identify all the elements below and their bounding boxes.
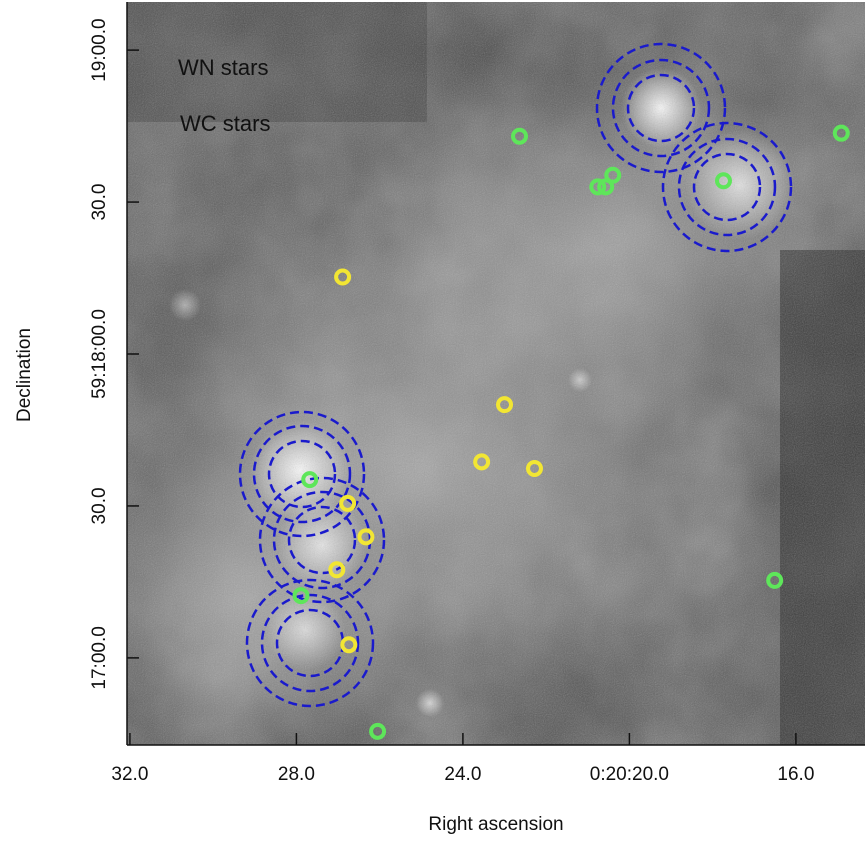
star-marker — [766, 571, 784, 589]
star-marker — [511, 127, 529, 145]
y-tick-label: 17:00.0 — [89, 626, 110, 689]
x-tick-label: 24.0 — [444, 764, 481, 785]
star-marker — [597, 178, 615, 196]
x-tick-label: 16.0 — [777, 764, 814, 785]
y-tick-label: 19:00.0 — [89, 18, 110, 81]
star-marker — [301, 471, 319, 489]
y-tick-label: 59:18:00.0 — [89, 309, 110, 399]
markers — [292, 124, 850, 740]
star-marker — [526, 459, 544, 477]
legend-entry: WN stars — [178, 55, 268, 80]
x-tick-label: 32.0 — [111, 764, 148, 785]
apertures — [238, 42, 793, 708]
y-tick-label: 30.0 — [89, 487, 110, 524]
x-tick-label: 28.0 — [278, 764, 315, 785]
x-tick-label: 0:20:20.0 — [590, 764, 669, 785]
y-tick-label: 30.0 — [89, 184, 110, 221]
star-marker — [334, 268, 352, 286]
legend-entry: WC stars — [180, 111, 270, 136]
star-marker — [328, 561, 346, 579]
y-axis-label: Declination — [14, 328, 35, 422]
star-marker — [473, 453, 491, 471]
x-axis-label: Right ascension — [428, 814, 563, 835]
star-marker — [714, 172, 732, 190]
star-marker — [589, 178, 607, 196]
star-marker — [357, 528, 375, 546]
star-marker — [604, 166, 622, 184]
star-marker — [369, 722, 387, 740]
star-marker — [339, 494, 357, 512]
star-marker — [340, 636, 358, 654]
star-marker — [292, 587, 310, 605]
star-marker — [496, 396, 514, 414]
star-marker — [832, 124, 850, 142]
